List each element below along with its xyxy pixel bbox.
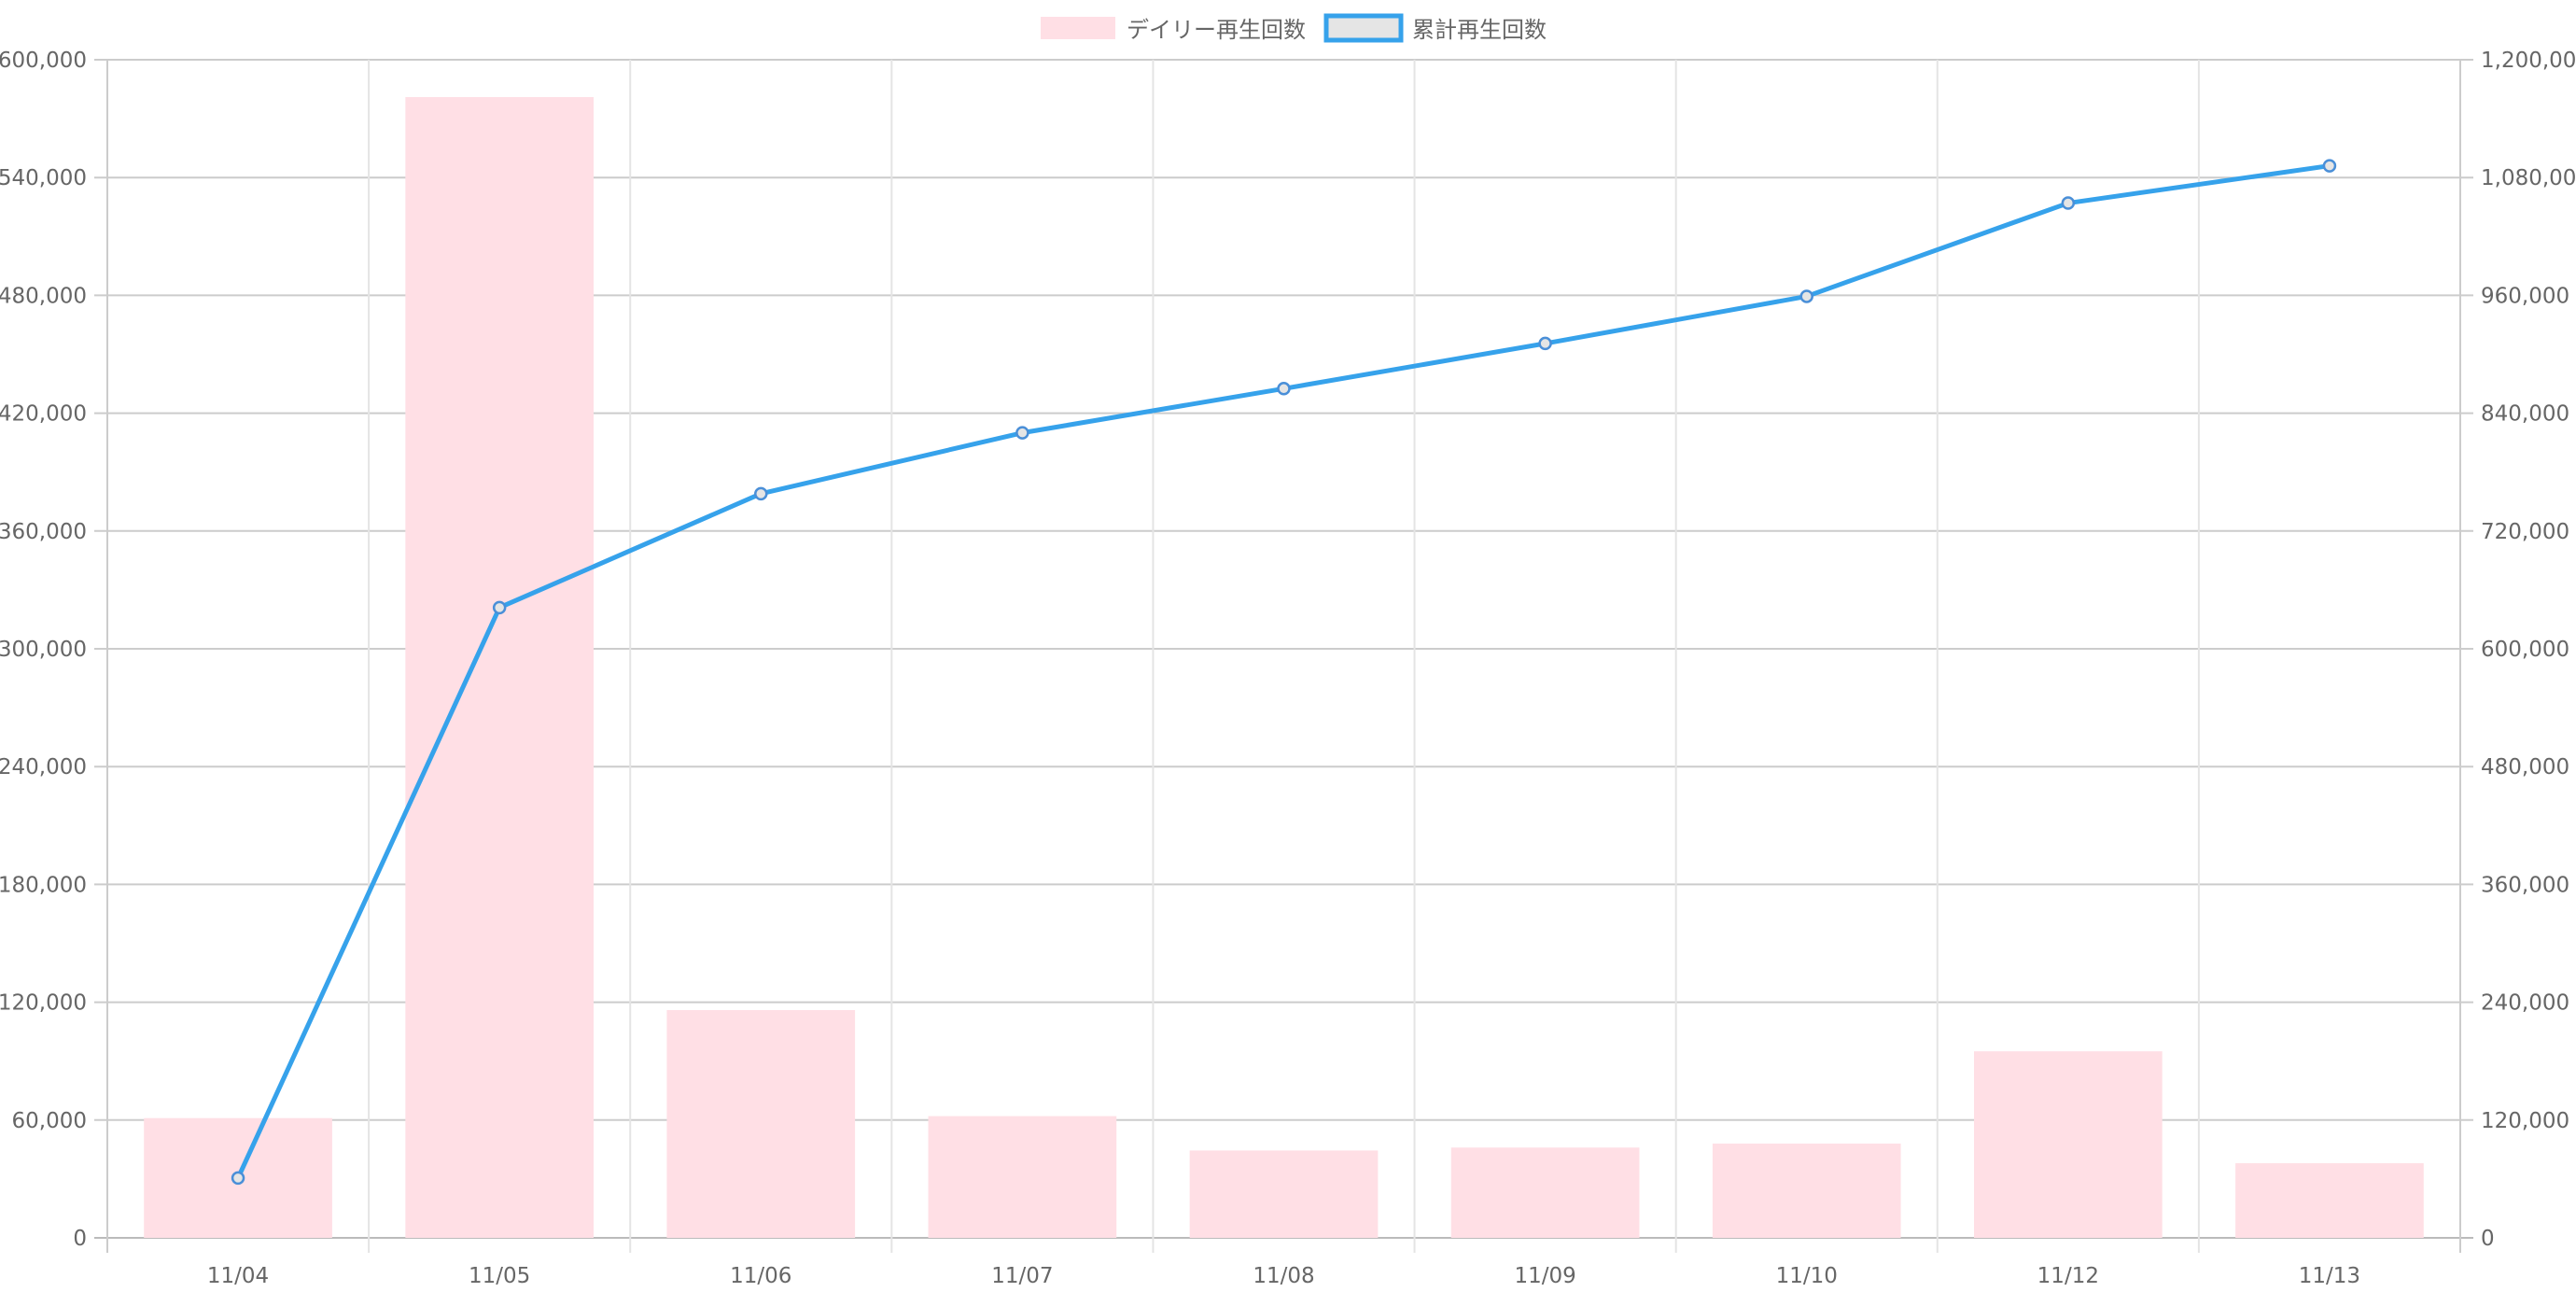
cumulative-line <box>231 159 2337 1186</box>
legend-swatch-cumulative <box>1323 13 1404 43</box>
legend-swatch-daily <box>1041 17 1115 39</box>
y-left-tick-label: 60,000 <box>12 1109 87 1133</box>
legend: デイリー再生回数 累計再生回数 <box>1041 13 1547 43</box>
y-left-tick-label: 240,000 <box>0 755 87 779</box>
bar-daily <box>1450 1147 1640 1238</box>
bar-daily <box>928 1116 1117 1238</box>
point-cumulative <box>231 1171 245 1186</box>
y-right-tick-label: 480,000 <box>2481 755 2569 779</box>
legend-item-cumulative[interactable]: 累計再生回数 <box>1323 13 1547 43</box>
x-tick-label: 11/04 <box>207 1264 269 1288</box>
y-left-tick-label: 480,000 <box>0 284 87 308</box>
point-cumulative <box>754 486 768 501</box>
x-tick-label: 11/09 <box>1514 1264 1575 1288</box>
y-left-tick-label: 360,000 <box>0 520 87 544</box>
y-left-tick-label: 600,000 <box>0 49 87 73</box>
bar-daily <box>1712 1144 1901 1238</box>
x-tick-label: 11/08 <box>1253 1264 1314 1288</box>
x-tick-label: 11/13 <box>2299 1264 2360 1288</box>
axes: 0 60,000 120,000 180,000 240,000 300,000 360,0… <box>0 49 2576 1288</box>
y-right-tick-label: 360,000 <box>2481 873 2569 897</box>
legend-label-cumulative: 累計再生回数 <box>1412 17 1547 43</box>
x-tick-label: 11/06 <box>730 1264 791 1288</box>
y-left-tick-label: 0 <box>73 1227 87 1251</box>
y-left-tick-label: 120,000 <box>0 991 87 1016</box>
y-right-tick-label: 120,000 <box>2481 1109 2569 1133</box>
y-right-tick-label: 960,000 <box>2481 284 2569 308</box>
bar-daily <box>405 96 595 1238</box>
y-left-tick-label: 300,000 <box>0 638 87 662</box>
y-right-tick-label: 0 <box>2481 1227 2495 1251</box>
point-cumulative <box>2322 159 2337 173</box>
x-tick-label: 11/05 <box>469 1264 530 1288</box>
y-left-tick-label: 420,000 <box>0 402 87 427</box>
x-tick-label: 11/10 <box>1776 1264 1838 1288</box>
y-right-tick-label: 1,200,000 <box>2481 49 2576 73</box>
x-tick-label: 11/07 <box>991 1264 1053 1288</box>
point-cumulative <box>1015 426 1029 440</box>
point-cumulative <box>1799 289 1813 303</box>
y-right-tick-label: 720,000 <box>2481 520 2569 544</box>
y-left-tick-label: 540,000 <box>0 166 87 190</box>
x-tick-label: 11/12 <box>2037 1264 2099 1288</box>
legend-item-daily[interactable]: デイリー再生回数 <box>1041 17 1306 43</box>
y-right-tick-label: 1,080,000 <box>2481 166 2576 190</box>
y-left-tick-label: 180,000 <box>0 873 87 897</box>
point-cumulative <box>2061 196 2076 210</box>
y-right-tick-label: 600,000 <box>2481 638 2569 662</box>
point-cumulative <box>1538 336 1552 351</box>
bar-daily <box>666 1010 856 1238</box>
y-right-tick-label: 840,000 <box>2481 402 2569 427</box>
y-right-tick-label: 240,000 <box>2481 991 2569 1016</box>
bars <box>144 96 2424 1238</box>
bar-daily <box>2235 1163 2424 1238</box>
point-cumulative <box>492 600 507 615</box>
bar-daily <box>1189 1150 1379 1238</box>
point-cumulative <box>1277 382 1291 396</box>
legend-label-daily: デイリー再生回数 <box>1127 17 1306 43</box>
bar-daily <box>1973 1051 2163 1238</box>
